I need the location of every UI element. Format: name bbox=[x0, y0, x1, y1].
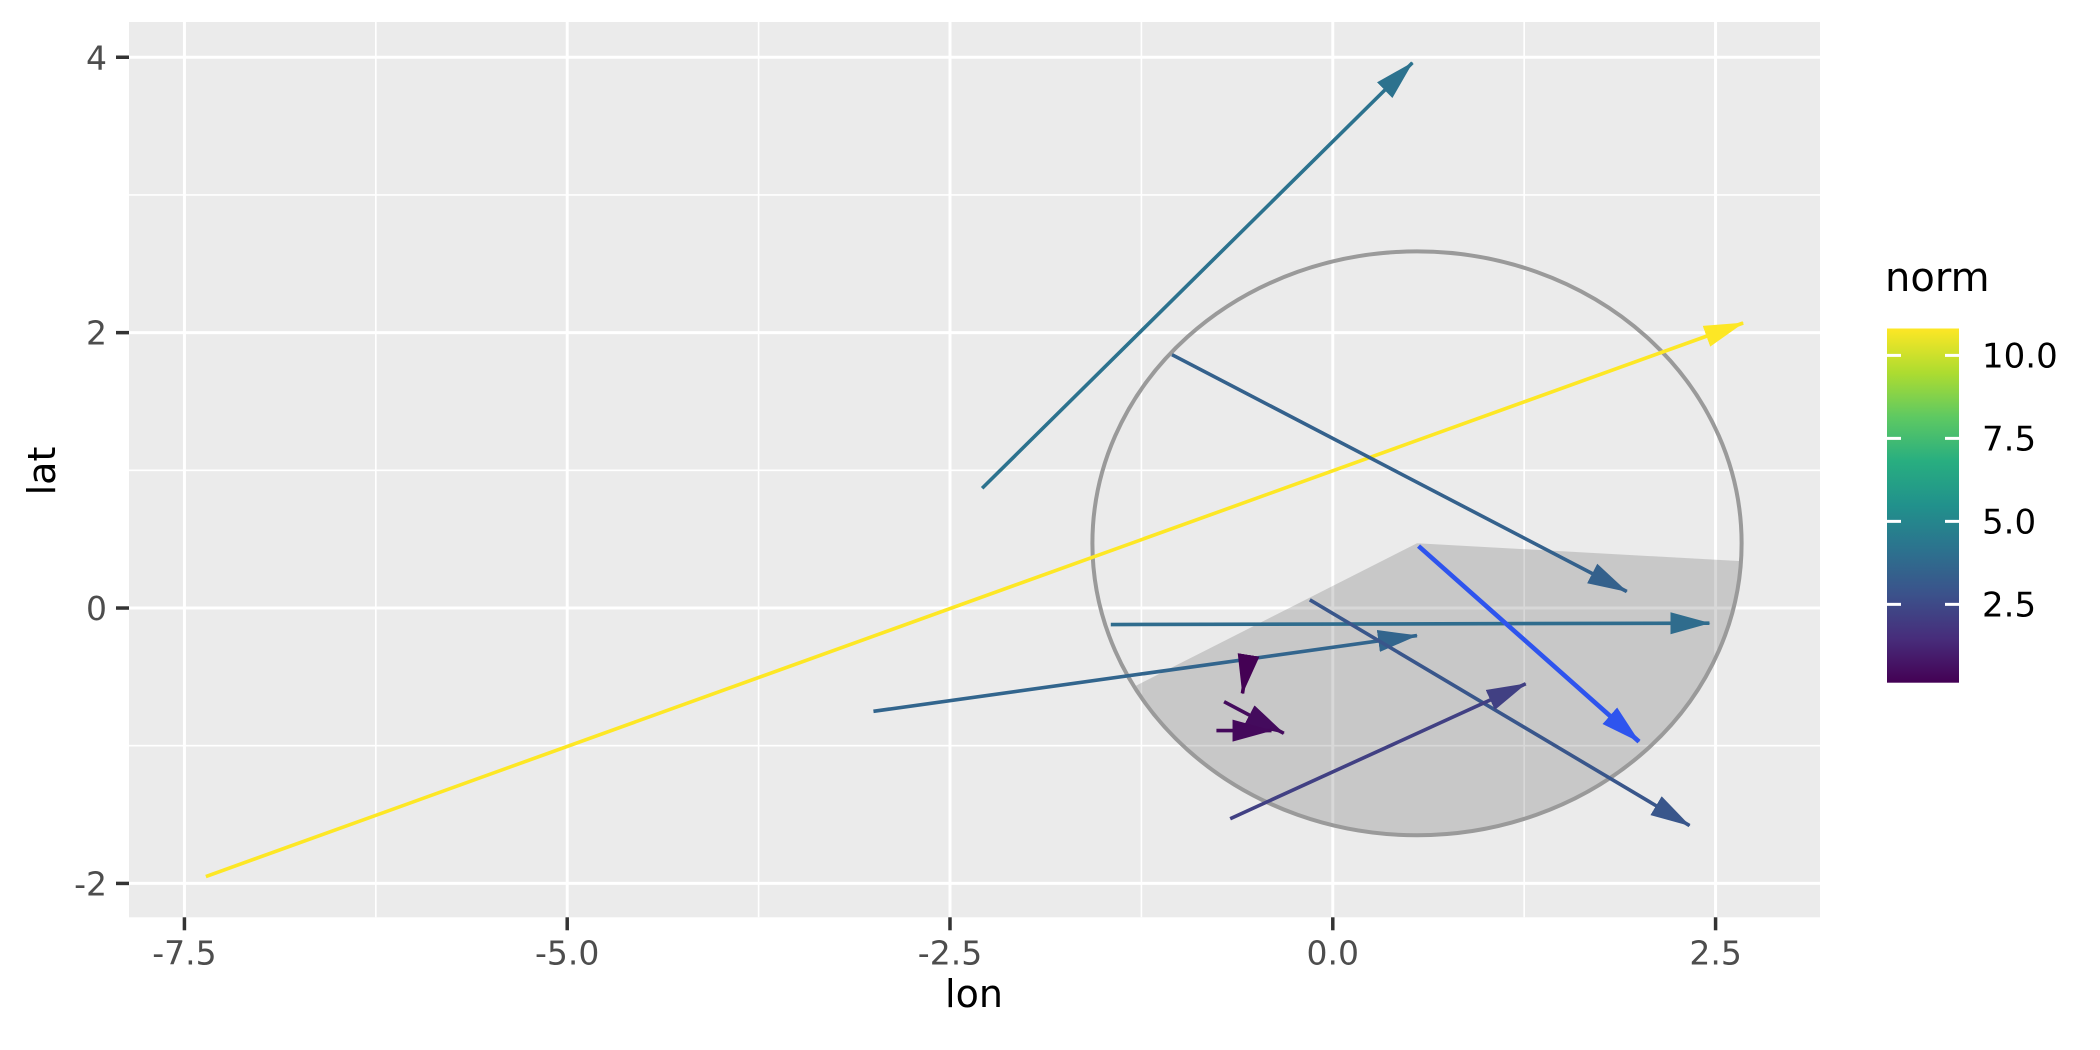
legend-colorbar bbox=[1887, 328, 1959, 683]
blue-radius-arrow bbox=[1417, 544, 1641, 744]
legend-tick-label: 2.5 bbox=[1982, 585, 2036, 625]
norm-arrow-segment bbox=[873, 630, 1418, 714]
y-axis-tick-label: 4 bbox=[86, 38, 107, 77]
legend-tick-label: 5.0 bbox=[1982, 502, 2036, 542]
norm-arrow-segment bbox=[1237, 653, 1260, 695]
norm-arrow-segment bbox=[1171, 353, 1628, 594]
range-circle-outline bbox=[1090, 249, 1744, 838]
shaded-sector-polygon bbox=[1134, 543, 1741, 836]
x-axis-tick-label: 2.5 bbox=[1689, 933, 1741, 972]
legend-tick-label: 7.5 bbox=[1982, 419, 2036, 459]
y-axis-title: lat bbox=[20, 446, 64, 496]
y-axis-tick-label: -2 bbox=[74, 864, 107, 903]
norm-arrow-segment bbox=[980, 61, 1414, 490]
x-axis-title: lon bbox=[945, 972, 1003, 1016]
y-axis-tick-label: 0 bbox=[86, 589, 107, 628]
x-axis-tick-label: 0.0 bbox=[1307, 933, 1359, 972]
legend-tick-label: 10.0 bbox=[1982, 336, 2058, 376]
y-axis-tick-label: 2 bbox=[86, 314, 107, 353]
x-axis-tick-label: -5.0 bbox=[535, 933, 599, 972]
norm-arrow-segment bbox=[1110, 612, 1711, 635]
x-axis-tick-label: -7.5 bbox=[152, 933, 216, 972]
x-axis-tick-label: -2.5 bbox=[918, 933, 982, 972]
legend-title: norm bbox=[1885, 255, 1990, 301]
norm-arrow-segment bbox=[1223, 700, 1285, 735]
norm-arrow-segment bbox=[205, 321, 1745, 879]
norm-arrow-segment bbox=[1308, 598, 1691, 828]
norm-arrow-segment bbox=[1229, 682, 1527, 821]
